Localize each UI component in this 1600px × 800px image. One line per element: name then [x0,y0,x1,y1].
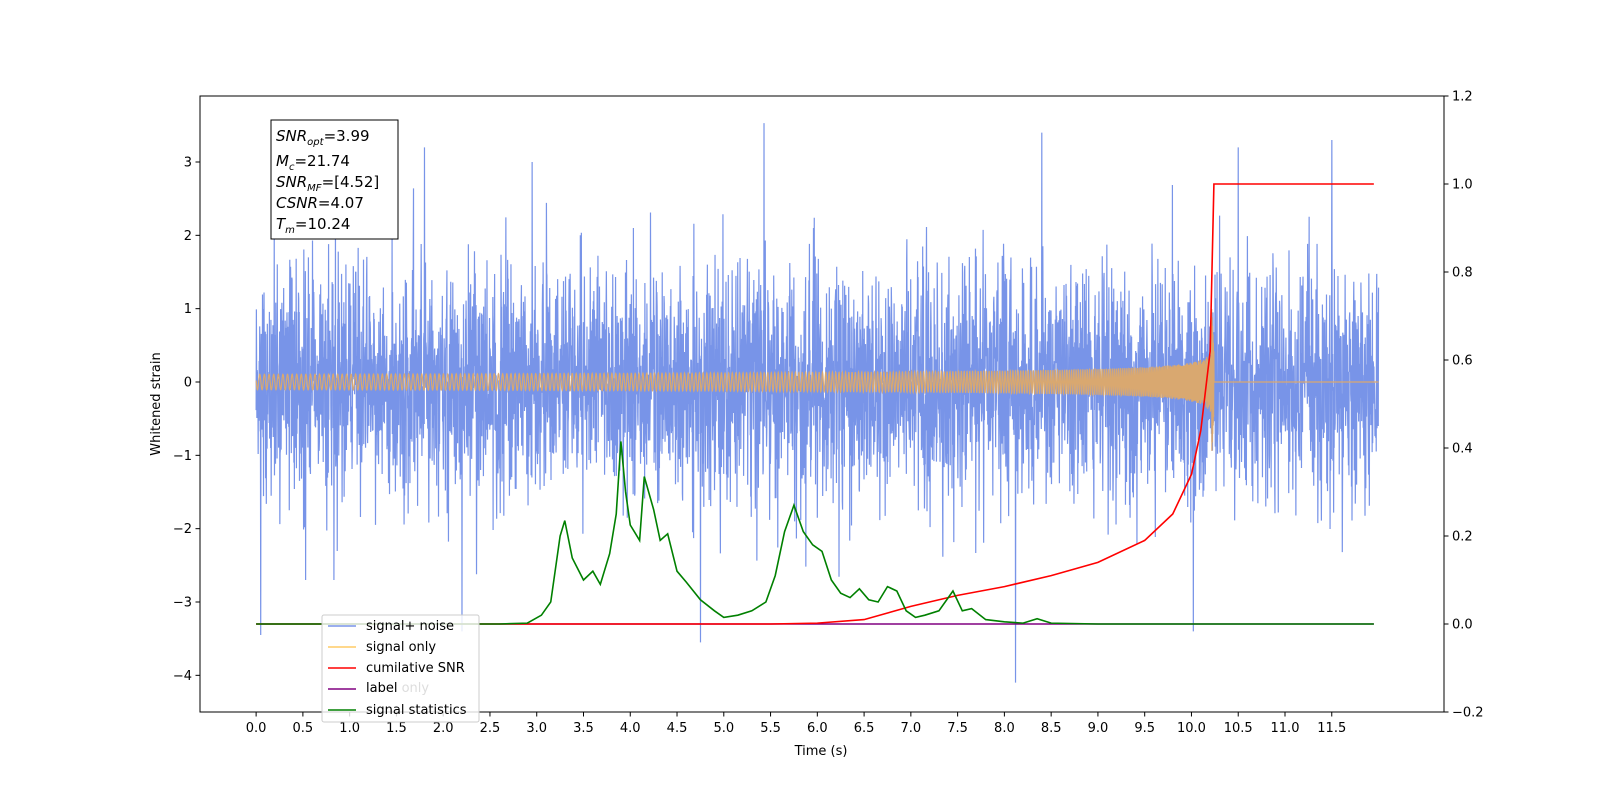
annotation-csnr: CSNR=4.07 [276,194,364,212]
x-tick-label: 1.0 [339,721,360,736]
x-tick-label: 6.0 [807,721,828,736]
x-tick-label: 0.0 [246,721,267,736]
legend-entry-label: label [328,681,397,696]
y-tick-label: 2 [184,229,192,244]
y-tick-label: −3 [173,596,192,611]
legend-entry-label-only: label only [366,681,429,696]
y-tick-label: 0 [184,376,192,391]
x-tick-label: 11.0 [1271,721,1300,736]
y2-tick-label: 0.6 [1452,354,1473,369]
signal-only-line [255,308,1379,451]
annotation-tm: Tm=10.24 [276,215,350,236]
y-tick-label: −4 [173,669,192,684]
x-tick-label: 5.5 [760,721,781,736]
signal-only-series [255,308,1379,451]
legend-label-signal-statistics: signal statistics [366,703,467,718]
y2-tick-label: 1.0 [1452,178,1473,193]
x-tick-label: 9.0 [1088,721,1109,736]
legend-label-signal-noise: signal+ noise [366,619,454,634]
x-tick-label: 10.0 [1177,721,1206,736]
annotation-tm-value: 10.24 [308,215,351,233]
x-tick-label: 7.5 [947,721,968,736]
legend-label-label-only: label only [366,681,429,696]
plot-frame [199,95,1445,713]
annotation-snr-mf: SNRMF=[4.52] [276,173,379,194]
signal-statistics-line [256,441,1374,625]
x-tick-label: 2.0 [433,721,454,736]
annotation-snr-opt-value: 3.99 [336,127,369,145]
legend: signal+ noise signal only cumilative SNR… [321,614,480,723]
y2-tick-label: 0.0 [1452,618,1473,633]
y2-tick-label: 0.2 [1452,530,1473,545]
annotation-snr-opt: SNRopt=3.99 [276,127,370,148]
x-tick-label: 5.0 [713,721,734,736]
y2-tick-label: 1.2 [1452,90,1473,105]
y2-axis-ticks: −0.2 0.0 0.2 0.4 0.6 0.8 1.0 1.2 [1444,90,1484,721]
x-tick-label: 4.0 [620,721,641,736]
x-tick-label: 0.5 [293,721,314,736]
x-tick-label: 8.0 [994,721,1015,736]
y-tick-label: −1 [173,449,192,464]
legend-entry-signal-statistics: signal statistics [328,703,467,718]
legend-entry-cumulative-snr: cumilative SNR [328,661,465,676]
y-tick-label: −2 [173,522,192,537]
x-tick-label: 2.5 [480,721,501,736]
signal-plus-noise-series [255,123,1380,683]
x-tick-label: 4.5 [667,721,688,736]
y-axis-label: Whitened strain [149,352,164,455]
x-tick-label: 8.5 [1041,721,1062,736]
y2-tick-label: 0.4 [1452,442,1473,457]
legend-label-cumulative-snr: cumilative SNR [366,661,465,676]
annotation-box: SNRopt=3.99 Mc=21.74 SNRMF=[4.52] CSNR=4… [270,119,399,240]
y-tick-label: 3 [184,156,192,171]
annotation-snr-mf-value: [4.52] [334,173,379,191]
cumilative-snr-line [256,183,1374,625]
x-axis-ticks: 0.0 0.5 1.0 1.5 2.0 2.5 3.0 3.5 4.0 4.5 5.0 5.5 6.0 6… [246,712,1346,736]
x-tick-label: 9.5 [1134,721,1155,736]
x-tick-label: 3.5 [573,721,594,736]
x-axis-label: Time (s) [794,744,848,759]
annotation-mc-value: 21.74 [307,152,350,170]
legend-label-label: label [366,681,397,696]
x-tick-label: 7.0 [901,721,922,736]
x-tick-label: 11.5 [1317,721,1346,736]
x-tick-label: 3.0 [526,721,547,736]
annotation-csnr-value: 4.07 [331,194,364,212]
y2-tick-label: −0.2 [1452,706,1484,721]
signal-plus-noise-line [255,123,1380,683]
y-axis-ticks: −4 −3 −2 −1 0 1 2 3 [173,156,200,684]
legend-label-signal-only: signal only [366,640,436,655]
legend-entry-signal-only: signal only [328,640,436,655]
y2-tick-label: 0.8 [1452,266,1473,281]
x-tick-label: 1.5 [386,721,407,736]
x-tick-label: 6.5 [854,721,875,736]
x-tick-label: 10.5 [1224,721,1253,736]
y-tick-label: 1 [184,302,192,317]
legend-entry-signal-noise: signal+ noise [328,619,454,634]
annotation-mc: Mc=21.74 [276,152,350,173]
